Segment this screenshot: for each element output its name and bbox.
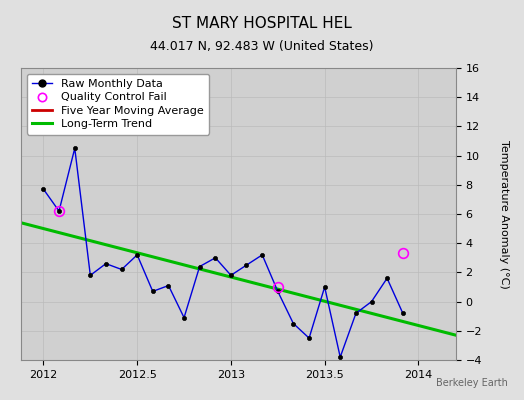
Text: Berkeley Earth: Berkeley Earth xyxy=(436,378,508,388)
Text: 44.017 N, 92.483 W (United States): 44.017 N, 92.483 W (United States) xyxy=(150,40,374,53)
Y-axis label: Temperature Anomaly (°C): Temperature Anomaly (°C) xyxy=(499,140,509,288)
Legend: Raw Monthly Data, Quality Control Fail, Five Year Moving Average, Long-Term Tren: Raw Monthly Data, Quality Control Fail, … xyxy=(27,74,209,135)
Text: ST MARY HOSPITAL HEL: ST MARY HOSPITAL HEL xyxy=(172,16,352,31)
